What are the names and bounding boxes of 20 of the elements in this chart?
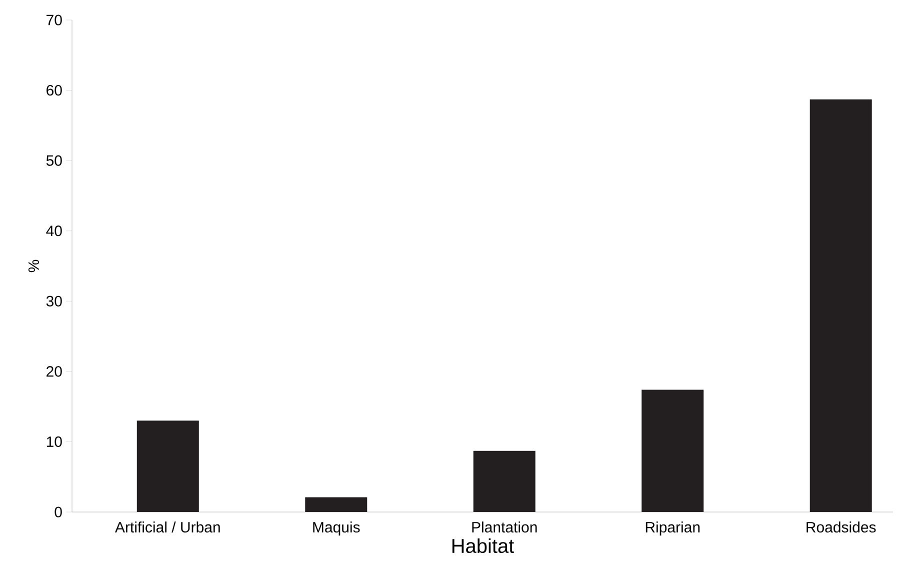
bar [473, 450, 536, 512]
x-tick-label: Plantation [472, 522, 537, 533]
y-tick-label: 60 [46, 84, 62, 96]
bar [305, 497, 368, 512]
y-tick-label: 0 [54, 506, 62, 518]
bar [810, 99, 872, 512]
y-tick-label: 50 [46, 155, 62, 166]
x-axis-title: Habitat [452, 538, 514, 554]
x-tick-label: Maquis [313, 522, 360, 536]
bar [642, 390, 704, 512]
y-tick-label: 70 [46, 14, 62, 26]
bar [136, 420, 199, 512]
y-tick-label: 40 [46, 226, 62, 236]
x-tick-label: Riparian [646, 522, 700, 536]
x-tick-label: Artificial / Urban [114, 522, 220, 533]
x-tick-label: Roadsides [806, 522, 876, 533]
y-axis-title: % [28, 260, 39, 272]
y-tick-label: 10 [46, 436, 62, 448]
y-tick-label: 30 [46, 296, 62, 306]
y-tick-label: 20 [46, 366, 62, 377]
